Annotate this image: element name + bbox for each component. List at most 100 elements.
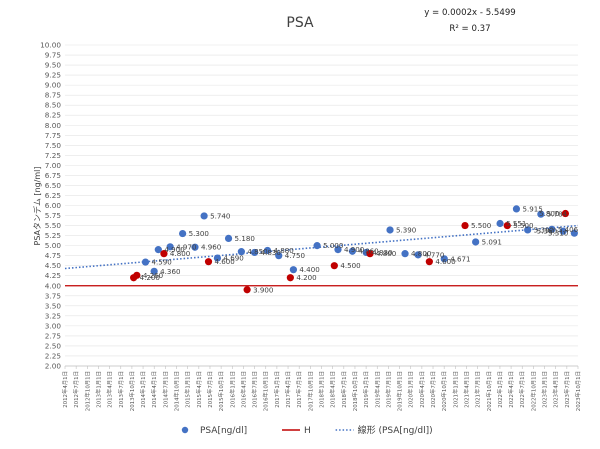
h-point [366,250,374,258]
x-tick-label: 2022年10月1日 [529,371,537,411]
h-point [243,286,251,294]
x-tick-label: 2012年4月1日 [61,371,69,408]
h-point [160,250,168,258]
y-tick-label: 5.25 [45,231,61,240]
psa-point [537,210,545,218]
x-tick-label: 2017年4月1日 [284,371,292,408]
x-tick-label: 2016年10月1日 [262,371,270,411]
psa-point [250,248,259,257]
x-tick-label: 2013年7月1日 [117,371,125,408]
psa-point [570,229,578,237]
psa-point [512,205,521,213]
psa-point [386,226,394,234]
data-label: 5.000 [323,241,344,250]
h-point [461,221,469,230]
y-tick-label: 6.75 [45,171,61,180]
x-tick-label: 2013年1月1日 [94,371,102,408]
y-tick-label: 3.50 [45,301,62,310]
x-tick-label: 2015年10月1日 [217,371,225,411]
psa-point [289,266,298,274]
x-tick-label: 2012年7月1日 [72,371,80,408]
x-axis-ticks: 2012年4月1日 2012年7月1日 2012年10月1日 2013年1月1日 201… [61,366,582,411]
data-label: 4.600 [435,257,456,266]
data-label: 5.300 [189,229,210,238]
data-label: 5.360 [537,227,558,236]
legend-label: PSA[ng/dl] [200,426,247,436]
psa-point [472,238,480,246]
x-tick-label: 2015年7月1日 [206,371,214,408]
x-tick-label: 2020年1月1日 [407,371,415,408]
psa-point [179,229,187,238]
x-tick-label: 2016年4月1日 [239,371,247,408]
h-point [204,258,213,266]
psa-point [524,226,532,234]
data-label: 4.970 [176,242,197,251]
x-tick-label: 2019年4月1日 [373,371,381,408]
x-tick-label: 2017年10月1日 [306,371,314,411]
x-tick-label: 2021年10月1日 [485,371,493,411]
data-label: 5.310 [548,229,569,238]
data-label: 4.200 [140,273,161,282]
h-point [503,221,511,230]
psa-point [275,252,283,260]
data-label: 3.900 [253,285,274,294]
psa-point [334,246,342,254]
data-points [130,205,578,294]
legend-label: 線形 (PSA[ng/dl]) [358,424,433,436]
y-axis-ticks: 2.00 2.252.502.753.003.253.503.754.004.25… [40,41,61,371]
data-label: 5.091 [482,237,502,246]
psa-point [401,250,409,258]
x-tick-label: 2019年1月1日 [362,371,370,408]
x-tick-label: 2014年10月1日 [173,371,181,411]
psa-point [414,251,422,259]
data-label: 4.690 [223,254,244,263]
trendline-equation: y = 0.0002x - 5.5499 [424,8,516,18]
x-tick-label: 2023年10月1日 [574,371,582,411]
data-label: 4.750 [285,251,306,260]
psa-point [200,212,208,220]
y-tick-label: 2.75 [45,331,61,340]
data-label: 4.830 [261,248,282,257]
y-tick-label: 8.50 [45,101,62,110]
data-label: 4.800 [376,249,397,258]
h-point [425,258,433,266]
data-label: 5.740 [210,211,231,220]
y-tick-label: 9.50 [45,61,62,70]
legend-label: H [304,426,311,436]
y-tick-label: 9.00 [45,81,62,90]
psa-point [191,243,199,251]
psa-point [548,225,556,233]
data-label: 5.180 [235,234,256,243]
x-tick-label: 2023年7月1日 [563,371,571,408]
h-point [133,271,141,279]
data-label: 4.671 [450,254,470,263]
y-tick-label: 7.00 [45,161,62,170]
x-tick-label: 2019年10月1日 [396,371,404,411]
psa-point [559,227,567,235]
data-label: 4.830 [372,248,393,257]
psa-point [150,267,158,275]
x-tick-label: 2020年4月1日 [418,371,426,408]
x-tick-label: 2015年1月1日 [184,371,192,408]
x-tick-label: 2022年4月1日 [507,371,515,408]
y-tick-label: 3.75 [45,291,61,300]
psa-point [263,246,272,255]
data-label: 5.406 [558,225,579,234]
psa-point [166,243,174,251]
x-tick-label: 2014年4月1日 [150,371,158,408]
y-tick-label: 7.25 [45,151,61,160]
x-tick-label: 2017年7月1日 [295,371,303,408]
x-tick-label: 2018年1月1日 [318,371,326,408]
data-label: 4.400 [299,265,320,274]
x-tick-label: 2021年7月1日 [474,371,482,408]
y-tick-label: 10.00 [40,41,61,50]
psa-point [348,247,357,255]
psa-point [313,242,321,250]
data-label: 4.900 [344,245,365,254]
x-tick-label: 2016年7月1日 [251,371,259,408]
x-tick-label: 2012年10月1日 [83,371,91,411]
y-axis-label: PSAタンデム [ng/ml] [32,166,42,245]
x-tick-label: 2013年10月1日 [128,371,136,411]
